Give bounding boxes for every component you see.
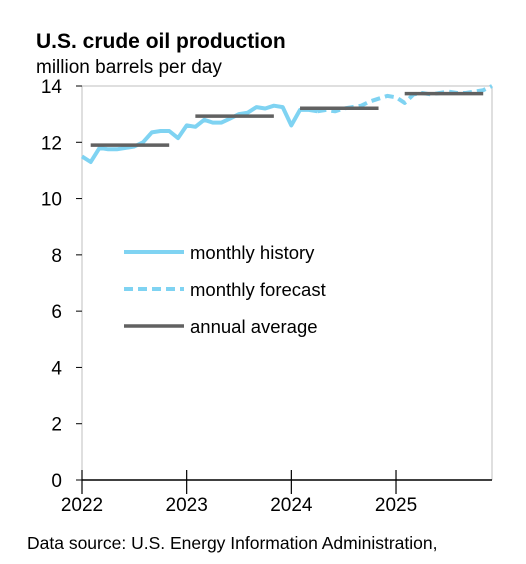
y-tick-label: 8 (51, 246, 62, 267)
legend-label: annual average (190, 316, 318, 337)
legend-label: monthly history (190, 242, 315, 263)
x-tick-label: 2025 (375, 495, 417, 516)
x-tick-label: 2022 (61, 495, 103, 516)
legend-label: monthly forecast (190, 279, 326, 300)
y-tick-label: 10 (41, 190, 62, 211)
y-tick-label: 0 (51, 471, 62, 492)
legend: monthly history monthly forecast annual av… (124, 242, 326, 337)
y-tick-label: 14 (41, 77, 63, 98)
y-tick-label: 12 (41, 133, 62, 154)
y-tick-label: 6 (51, 302, 62, 323)
y-tick-label: 2 (51, 415, 62, 436)
chart-title: U.S. crude oil production (36, 30, 286, 53)
x-tick-label: 2023 (166, 495, 208, 516)
chart-marks (80, 84, 493, 164)
x-tick-label: 2024 (270, 495, 313, 516)
chart-subtitle: million barrels per day (36, 57, 222, 78)
y-tick-label: 4 (51, 358, 62, 379)
axes: 0 2 4 6 8 10 12 14 2022 2023 2024 2025 (41, 77, 493, 516)
data-source-note: Data source: U.S. Energy Information Adm… (27, 533, 438, 553)
history-series-line (80, 103, 318, 164)
